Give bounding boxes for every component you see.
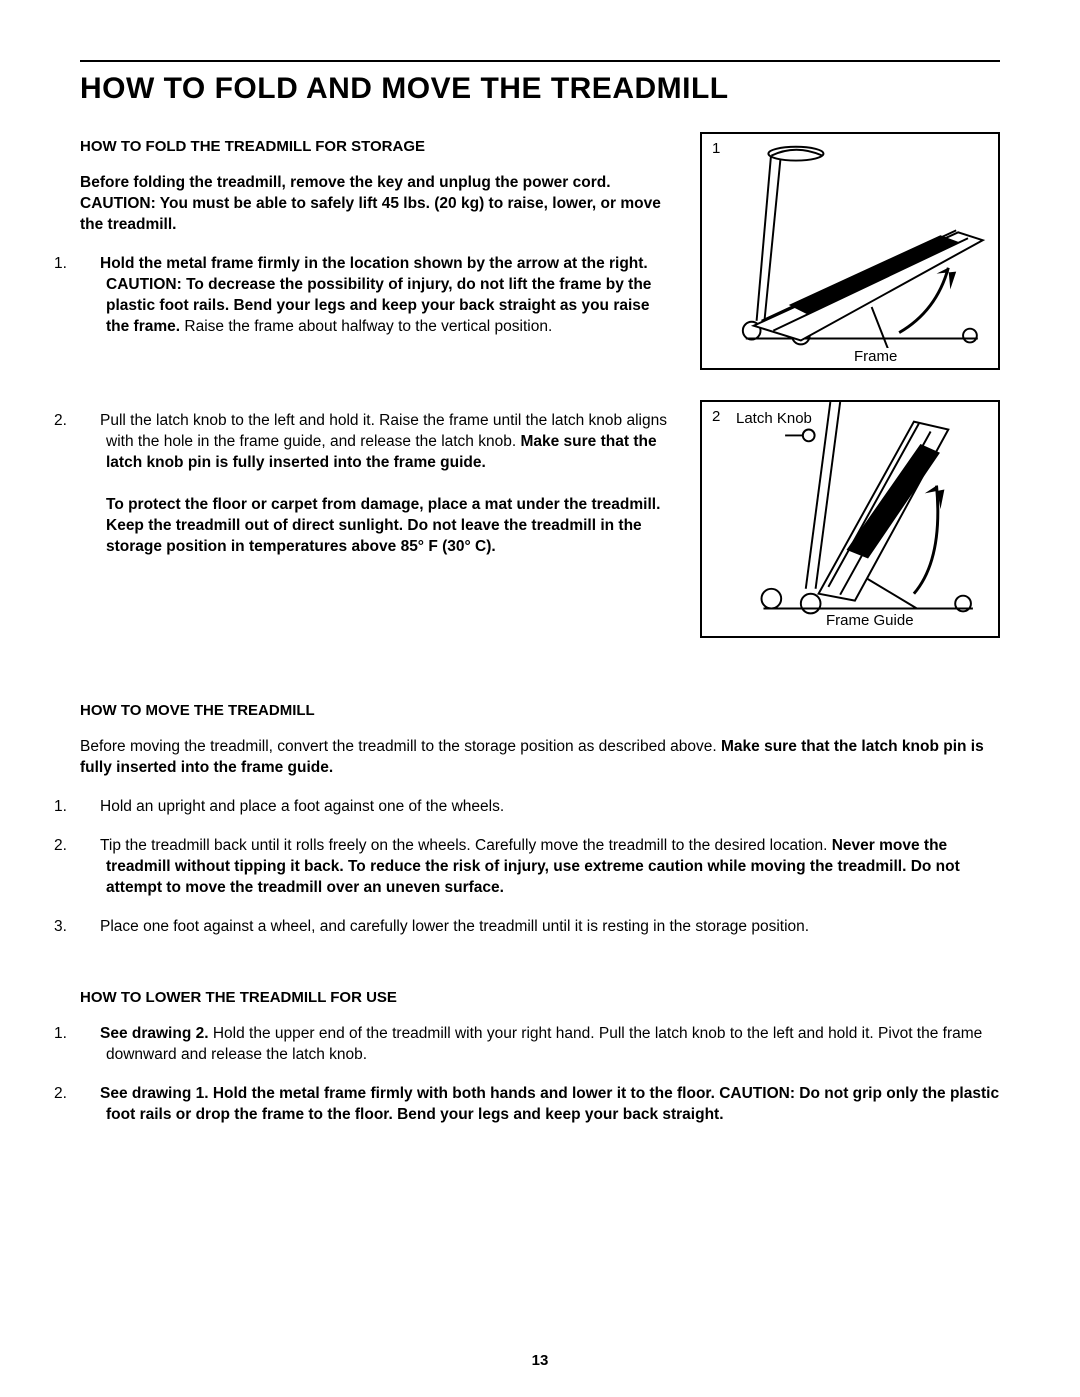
section2-step2: 2.Tip the treadmill back until it rolls … [80, 836, 1000, 899]
section2-heading: HOW TO MOVE THE TREADMILL [80, 702, 1000, 719]
s2-2a: Tip the treadmill back until it rolls fr… [100, 837, 832, 854]
figure-2-label-latch: Latch Knob [736, 410, 812, 427]
step-num: 1. [80, 254, 100, 275]
page-number: 13 [0, 1352, 1080, 1369]
section1-heading: HOW TO FOLD THE TREADMILL FOR STORAGE [80, 138, 676, 155]
step-num: 1. [80, 797, 100, 818]
s2-1: Hold an upright and place a foot against… [100, 798, 504, 815]
figures-column: 1 [700, 132, 1000, 668]
section1-intro: Before folding the treadmill, remove the… [80, 173, 676, 236]
step-num: 2. [80, 411, 100, 432]
section2-steps: 1.Hold an upright and place a foot again… [80, 797, 1000, 938]
section1-steps: 1.Hold the metal frame firmly in the loc… [80, 254, 676, 338]
section3-step1: 1.See drawing 2. Hold the upper end of t… [80, 1024, 1000, 1066]
section2-intro: Before moving the treadmill, convert the… [80, 737, 1000, 779]
section2-step3: 3.Place one foot against a wheel, and ca… [80, 917, 1000, 938]
figure-2-diagram [702, 402, 998, 636]
page-title: HOW TO FOLD AND MOVE THE TREADMILL [80, 72, 1000, 106]
figure-1: 1 [700, 132, 1000, 370]
section1-step2: 2.Pull the latch knob to the left and ho… [80, 411, 676, 557]
section1-steps-2: 2.Pull the latch knob to the left and ho… [80, 411, 676, 557]
section2-step1: 1.Hold an upright and place a foot again… [80, 797, 1000, 818]
step2-bold2: To protect the floor or carpet from dama… [106, 496, 660, 555]
s3-1b: See drawing 2. [100, 1025, 209, 1042]
section-fold: HOW TO FOLD THE TREADMILL FOR STORAGE Be… [80, 132, 1000, 668]
section-fold-text: HOW TO FOLD THE TREADMILL FOR STORAGE Be… [80, 132, 676, 576]
s3-1r: Hold the upper end of the treadmill with… [106, 1025, 982, 1063]
figure-1-label-frame: Frame [854, 348, 897, 365]
section3-steps: 1.See drawing 2. Hold the upper end of t… [80, 1024, 1000, 1126]
section3-step2: 2.See drawing 1. Hold the metal frame fi… [80, 1084, 1000, 1126]
s3-2b: See drawing 1. Hold the metal frame firm… [100, 1085, 999, 1123]
step-num: 1. [80, 1024, 100, 1045]
s2-3: Place one foot against a wheel, and care… [100, 918, 809, 935]
step-num: 2. [80, 836, 100, 857]
step1-rest: Raise the frame about halfway to the ver… [180, 318, 552, 335]
figure-2: 2 [700, 400, 1000, 638]
figure-2-label-guide: Frame Guide [826, 612, 914, 629]
step-num: 3. [80, 917, 100, 938]
section3-heading: HOW TO LOWER THE TREADMILL FOR USE [80, 989, 1000, 1006]
section1-step1: 1.Hold the metal frame firmly in the loc… [80, 254, 676, 338]
section2-intro-a: Before moving the treadmill, convert the… [80, 738, 721, 755]
top-rule [80, 60, 1000, 62]
step-num: 2. [80, 1084, 100, 1105]
figure-1-diagram [702, 134, 998, 368]
